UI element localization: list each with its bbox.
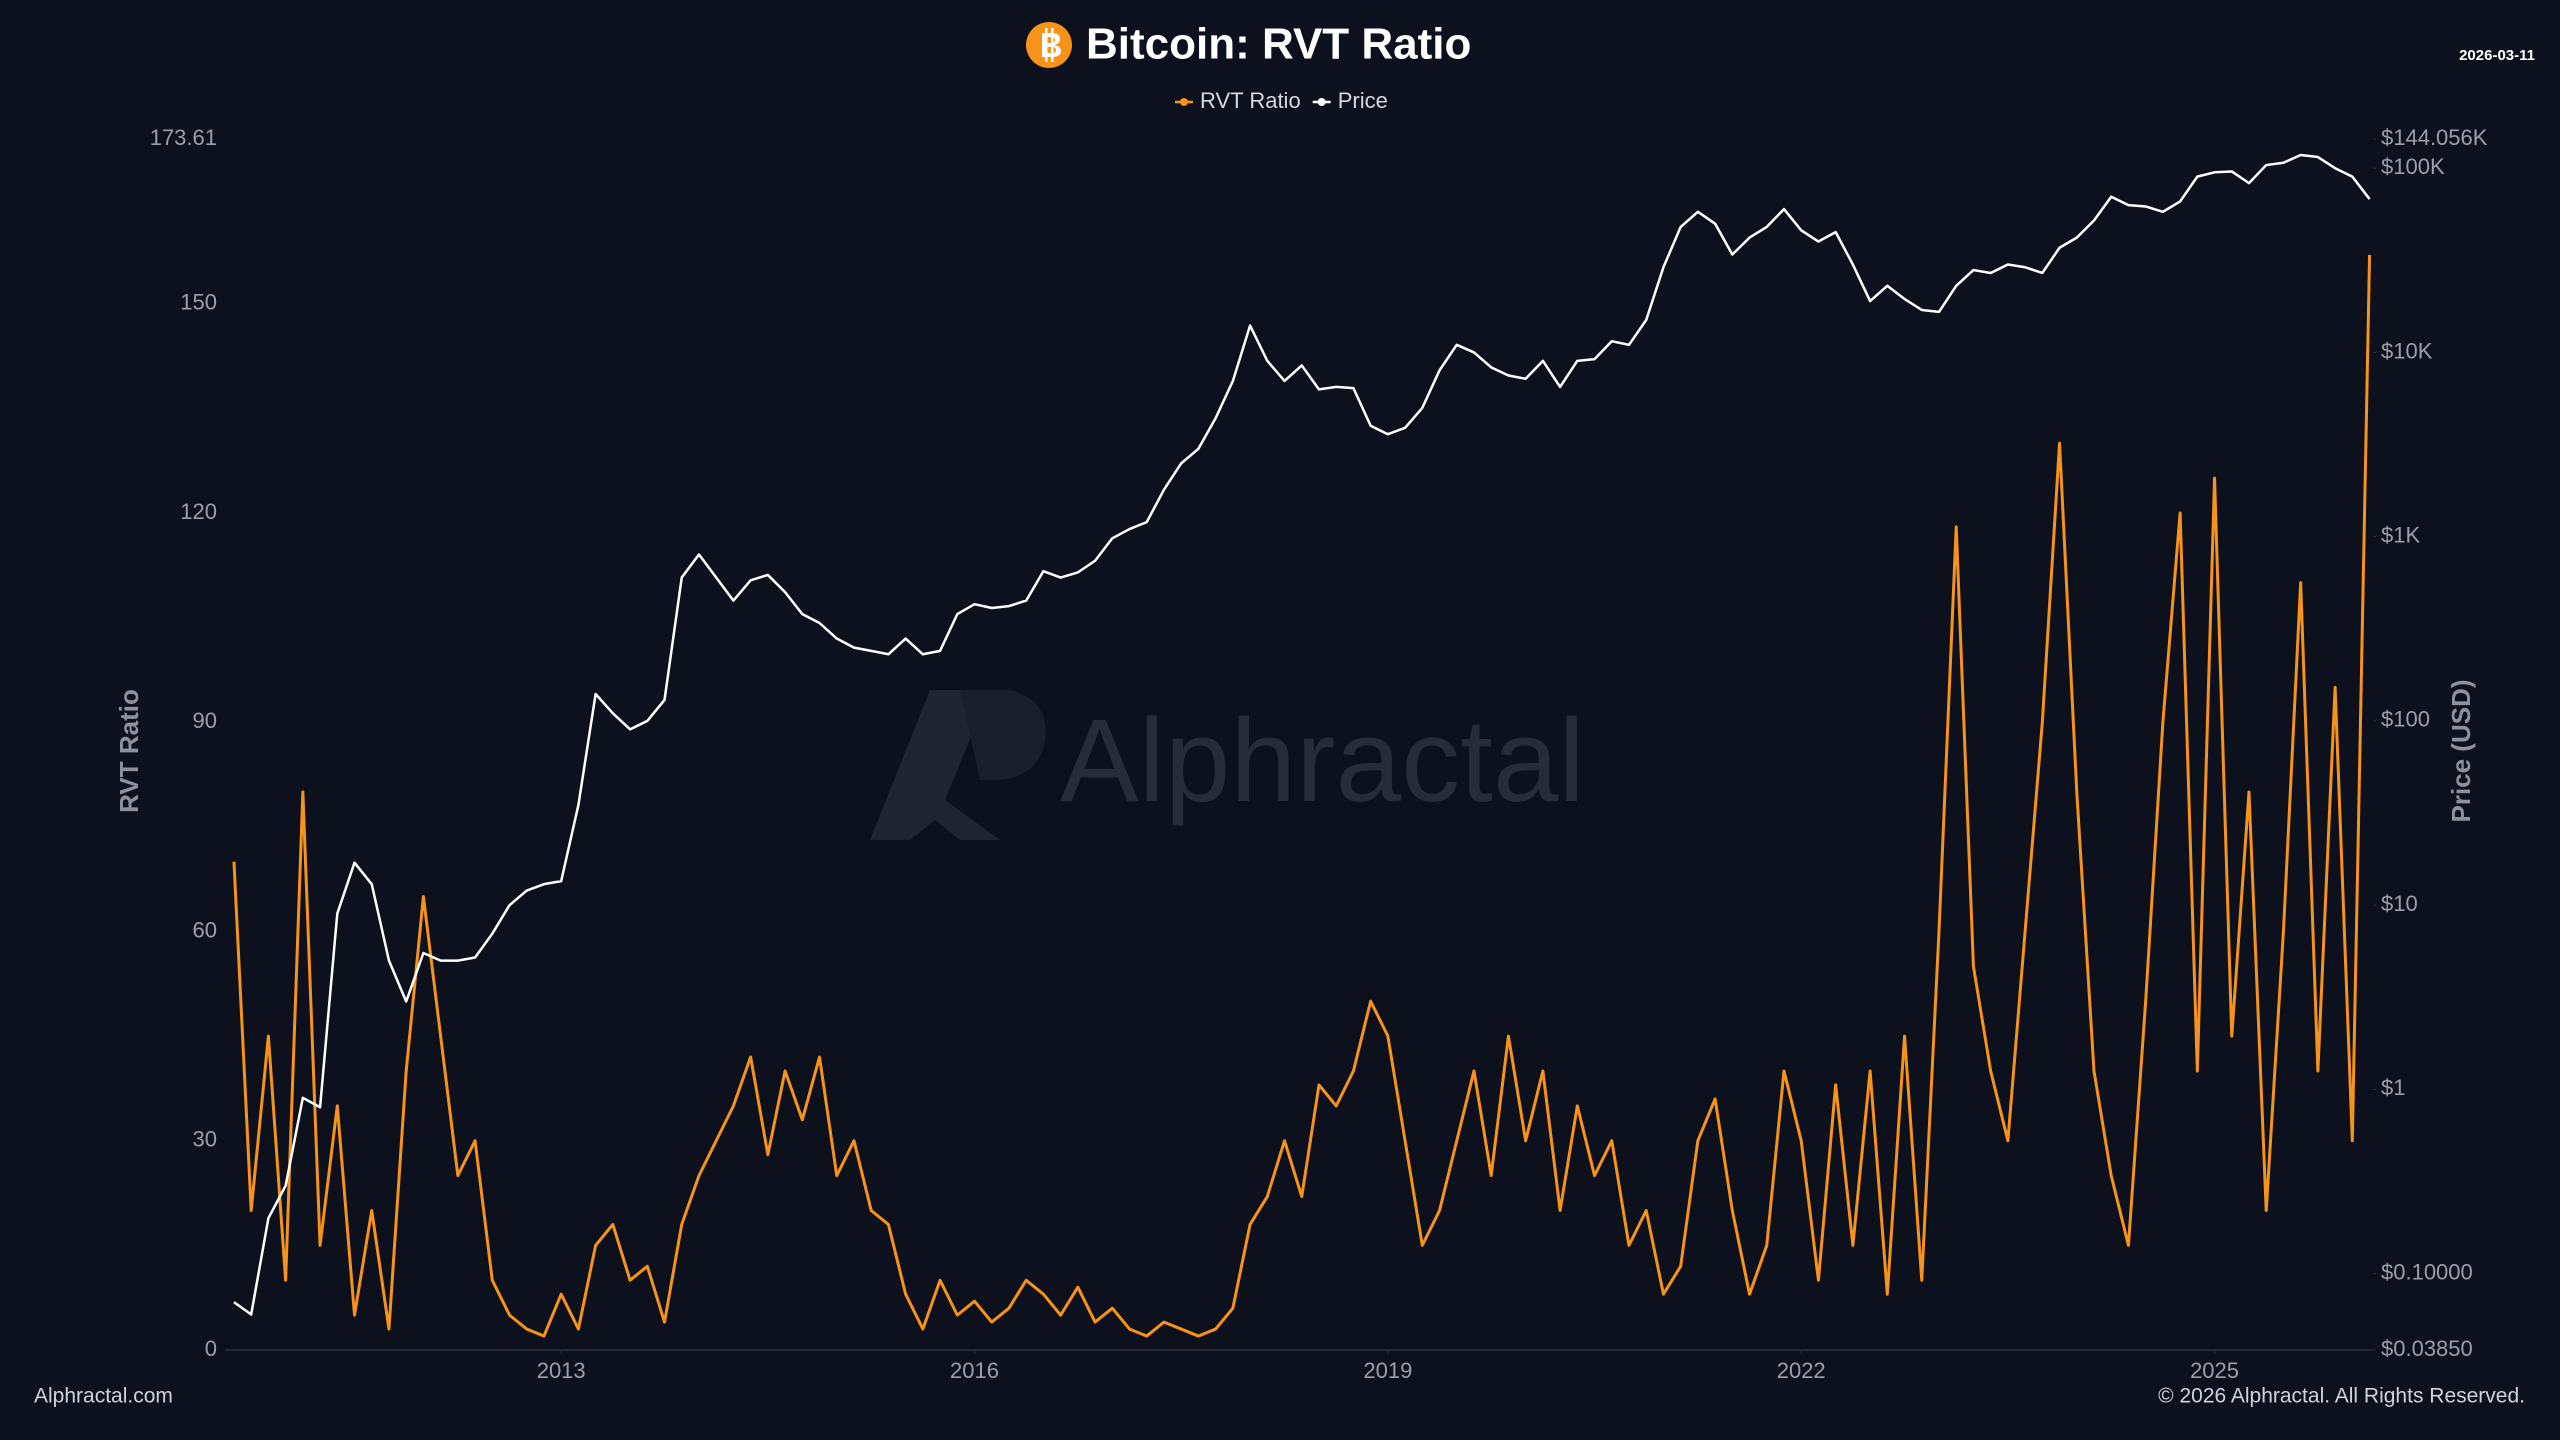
icon-glyph bbox=[1045, 28, 1048, 62]
rvt-line bbox=[232, 254, 2372, 1338]
legend-marker bbox=[1180, 98, 1188, 106]
bitcoin-icon bbox=[1026, 22, 1072, 68]
legend-label: RVT Ratio bbox=[1200, 88, 1301, 113]
x-tick-label: 2025 bbox=[2190, 1358, 2239, 1383]
legend: RVT Ratio Price bbox=[1175, 88, 1388, 113]
y-tick-label: 150 bbox=[180, 290, 217, 315]
x-tick-label: 2013 bbox=[537, 1358, 586, 1383]
logo-shape bbox=[960, 690, 1046, 780]
price-line bbox=[233, 153, 2371, 1316]
logo-shape bbox=[870, 690, 1000, 840]
y2-tick-label: $10K bbox=[2381, 338, 2433, 363]
chart-title: Bitcoin: RVT Ratio bbox=[1086, 20, 1471, 69]
y-tick-label: 173.61 bbox=[150, 125, 217, 150]
y2-axis-label: Price (USD) bbox=[2446, 679, 2476, 822]
footer-left: Alphractal.com bbox=[34, 1385, 173, 1408]
y2-tick-label: $1K bbox=[2381, 522, 2420, 547]
y2-tick-label: $100 bbox=[2381, 707, 2430, 732]
x-tick-label: 2019 bbox=[1363, 1358, 1412, 1383]
y-tick-label: 30 bbox=[193, 1127, 217, 1152]
y-tick-label: 120 bbox=[180, 499, 217, 524]
y2-tick-label: $0.10000 bbox=[2381, 1259, 2473, 1284]
watermark: Alphractal bbox=[1060, 695, 1585, 827]
y2-tick-label: $144.056K bbox=[2381, 125, 2488, 150]
y2-tick-label: $100K bbox=[2381, 154, 2445, 179]
x-tick-label: 2016 bbox=[950, 1358, 999, 1383]
legend-marker bbox=[1317, 98, 1326, 106]
y-tick-label: 60 bbox=[193, 917, 217, 942]
y-tick-label: 90 bbox=[193, 708, 217, 733]
y2-tick-label: $10 bbox=[2381, 891, 2418, 916]
y2-tick-label: $1 bbox=[2381, 1075, 2405, 1100]
y2-tick-label: $0.03850 bbox=[2381, 1336, 2473, 1361]
footer-right: © 2026 Alphractal. All Rights Reserved. bbox=[2158, 1385, 2525, 1408]
icon-glyph bbox=[1051, 28, 1054, 62]
y-tick-label: 0 bbox=[205, 1336, 217, 1361]
y-axis-label: RVT Ratio bbox=[114, 689, 144, 813]
x-tick-label: 2022 bbox=[1777, 1358, 1826, 1383]
legend-label: Price bbox=[1338, 88, 1388, 113]
watermark-logo bbox=[870, 690, 1046, 840]
date: 2026-03-11 bbox=[2459, 47, 2535, 64]
